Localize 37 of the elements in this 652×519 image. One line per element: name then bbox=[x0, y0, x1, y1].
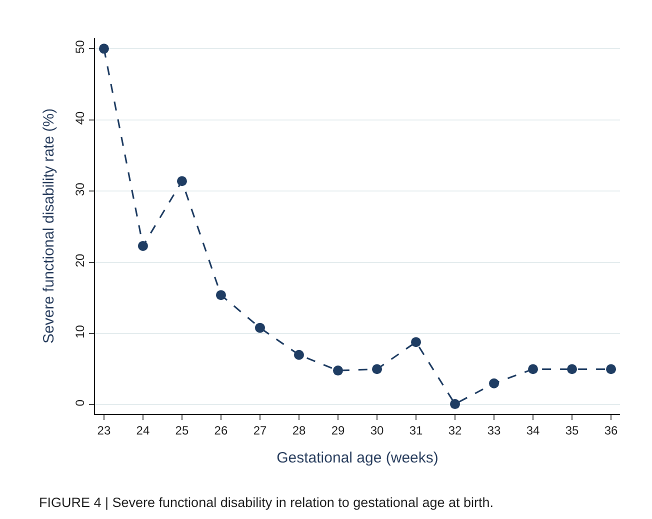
x-tick-label: 35 bbox=[565, 423, 580, 438]
y-tick-label: 40 bbox=[73, 111, 88, 125]
y-tick-label: 30 bbox=[73, 182, 88, 196]
y-tick-label: 10 bbox=[73, 324, 88, 338]
point bbox=[606, 364, 616, 374]
point bbox=[216, 290, 226, 300]
y-axis-title: Severe functional disability rate (%) bbox=[40, 108, 58, 344]
y-tick-label: 50 bbox=[73, 40, 88, 54]
x-tick-label: 27 bbox=[253, 423, 267, 438]
x-tick-label: 26 bbox=[214, 423, 228, 438]
x-tick-label: 30 bbox=[370, 423, 384, 438]
x-tick-label: 28 bbox=[292, 423, 306, 438]
point bbox=[489, 378, 500, 388]
point bbox=[450, 399, 460, 410]
point bbox=[528, 364, 538, 374]
x-tick-label: 25 bbox=[175, 423, 189, 438]
x-tick-label: 36 bbox=[604, 423, 618, 438]
point bbox=[138, 240, 148, 251]
point bbox=[567, 364, 578, 374]
x-tick-label: 32 bbox=[448, 423, 462, 438]
x-tick-label: 24 bbox=[136, 423, 150, 438]
point bbox=[333, 366, 343, 376]
x-tick-label: 34 bbox=[526, 423, 540, 438]
caption: FIGURE 4 | Severe functional disability in relation to gestational age at birth. bbox=[39, 495, 494, 510]
point bbox=[411, 337, 422, 348]
x-axis-title: Gestational age (weeks) bbox=[276, 449, 438, 466]
x-tick-label: 23 bbox=[97, 423, 111, 438]
point bbox=[294, 350, 304, 360]
x-tick-label: 29 bbox=[331, 423, 345, 438]
point bbox=[176, 176, 187, 186]
y-tick-label: 0 bbox=[73, 399, 88, 406]
x-tick-label: 31 bbox=[409, 423, 424, 438]
point bbox=[254, 322, 265, 333]
point bbox=[98, 44, 109, 54]
point bbox=[372, 364, 382, 374]
y-tick-label: 20 bbox=[73, 254, 88, 268]
x-tick-label: 33 bbox=[487, 423, 502, 438]
